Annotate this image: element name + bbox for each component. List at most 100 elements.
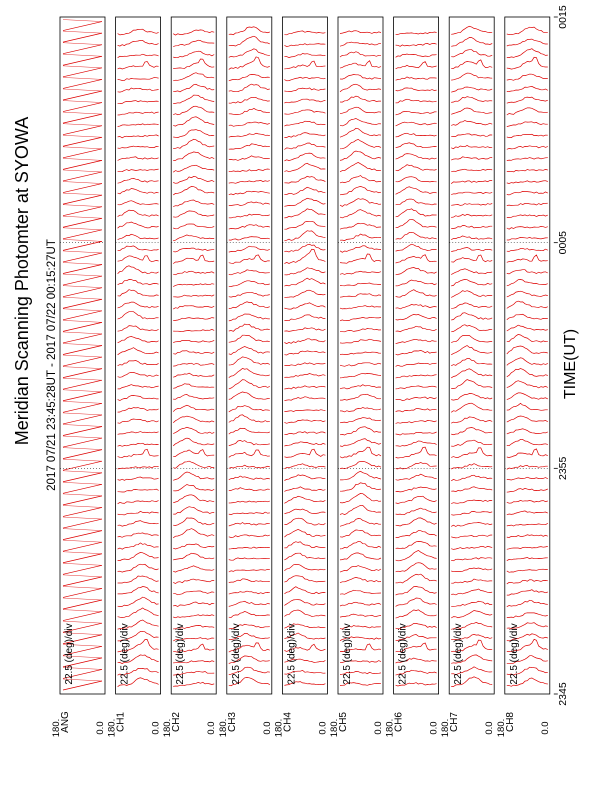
x-tick-labels: 2345 2355 0005 0015 bbox=[553, 5, 569, 706]
intensity-trace bbox=[395, 164, 437, 172]
intensity-trace bbox=[228, 291, 270, 298]
intensity-trace bbox=[284, 152, 326, 162]
intensity-trace bbox=[395, 622, 437, 630]
intensity-trace bbox=[339, 518, 381, 527]
intensity-trace bbox=[506, 380, 548, 389]
intensity-trace bbox=[173, 294, 215, 298]
angle-trace bbox=[62, 79, 103, 89]
intensity-trace bbox=[173, 247, 215, 253]
intensity-trace bbox=[451, 107, 493, 115]
angle-trace bbox=[62, 148, 103, 159]
angle-trace bbox=[62, 241, 103, 251]
intensity-trace bbox=[117, 360, 159, 367]
intensity-trace bbox=[451, 610, 493, 619]
intensity-trace bbox=[451, 416, 493, 424]
intensity-trace bbox=[451, 393, 493, 401]
intensity-trace bbox=[117, 265, 159, 275]
intensity-trace bbox=[339, 127, 382, 138]
intensity-trace bbox=[506, 226, 548, 230]
intensity-trace bbox=[284, 120, 326, 127]
intensity-trace bbox=[506, 279, 548, 287]
intensity-trace bbox=[117, 325, 159, 332]
intensity-trace bbox=[395, 53, 437, 58]
angle-trace bbox=[62, 403, 103, 413]
panel-label: CH3 bbox=[227, 712, 238, 732]
intensity-trace bbox=[228, 475, 270, 481]
intensity-trace bbox=[451, 622, 493, 630]
intensity-trace bbox=[451, 247, 493, 252]
intensity-trace bbox=[117, 111, 159, 116]
intensity-trace bbox=[173, 151, 215, 161]
y-tick-bottom: 0.0 bbox=[373, 721, 384, 734]
intensity-trace bbox=[284, 302, 326, 310]
intensity-trace bbox=[172, 404, 215, 412]
intensity-trace bbox=[117, 563, 159, 573]
intensity-trace bbox=[173, 484, 215, 492]
intensity-trace bbox=[284, 508, 326, 515]
intensity-trace bbox=[228, 190, 270, 196]
intensity-trace bbox=[173, 317, 215, 321]
angle-retrace bbox=[62, 88, 103, 92]
intensity-trace bbox=[506, 402, 548, 411]
intensity-trace bbox=[284, 277, 326, 287]
intensity-trace bbox=[228, 546, 270, 550]
intensity-trace bbox=[506, 633, 548, 642]
intensity-trace bbox=[284, 289, 326, 298]
intensity-trace bbox=[506, 48, 548, 58]
intensity-trace bbox=[395, 642, 437, 653]
intensity-trace bbox=[339, 682, 382, 686]
intensity-trace bbox=[451, 486, 493, 492]
intensity-trace bbox=[395, 208, 437, 218]
angle-trace bbox=[62, 622, 103, 633]
intensity-trace bbox=[339, 589, 382, 595]
panel-label: CH1 bbox=[116, 712, 127, 732]
panel-frame bbox=[115, 16, 161, 695]
angle-trace bbox=[62, 530, 103, 540]
intensity-trace bbox=[228, 391, 270, 400]
angle-retrace bbox=[62, 354, 103, 358]
intensity-trace bbox=[451, 59, 493, 70]
intensity-trace bbox=[173, 129, 215, 138]
intensity-trace bbox=[340, 393, 382, 401]
intensity-trace bbox=[117, 100, 159, 105]
angle-trace bbox=[62, 206, 103, 217]
intensity-trace bbox=[284, 517, 326, 526]
intensity-trace bbox=[173, 116, 215, 127]
intensity-trace bbox=[117, 209, 159, 217]
intensity-trace bbox=[339, 407, 382, 413]
y-tick-top: 180. bbox=[496, 719, 507, 738]
angle-trace bbox=[62, 680, 103, 691]
intensity-trace bbox=[284, 643, 326, 652]
y-tick-bottom: 0.0 bbox=[317, 721, 328, 734]
angle-retrace bbox=[62, 30, 103, 34]
intensity-trace bbox=[228, 600, 270, 607]
intensity-trace bbox=[506, 392, 548, 400]
intensity-trace bbox=[117, 245, 159, 252]
angle-retrace bbox=[62, 239, 103, 242]
intensity-trace bbox=[451, 379, 493, 389]
intensity-trace bbox=[506, 334, 548, 343]
intensity-trace bbox=[339, 233, 382, 241]
intensity-trace bbox=[228, 487, 270, 491]
intensity-trace bbox=[395, 669, 437, 676]
intensity-trace bbox=[339, 51, 381, 58]
intensity-trace bbox=[117, 61, 159, 70]
angle-retrace bbox=[62, 273, 103, 277]
intensity-trace bbox=[117, 134, 159, 139]
intensity-trace bbox=[284, 76, 326, 82]
intensity-trace bbox=[506, 476, 548, 481]
panel-traces bbox=[450, 25, 493, 687]
intensity-trace bbox=[340, 470, 382, 481]
angle-trace bbox=[62, 379, 103, 390]
intensity-trace bbox=[339, 636, 382, 642]
intensity-trace bbox=[173, 394, 215, 400]
angle-trace bbox=[62, 414, 103, 425]
intensity-trace bbox=[506, 133, 548, 138]
intensity-trace bbox=[284, 441, 326, 447]
intensity-trace bbox=[395, 495, 437, 504]
intensity-trace bbox=[506, 237, 548, 241]
intensity-trace bbox=[395, 396, 437, 401]
panel-traces bbox=[339, 30, 382, 686]
intensity-trace bbox=[173, 186, 215, 196]
